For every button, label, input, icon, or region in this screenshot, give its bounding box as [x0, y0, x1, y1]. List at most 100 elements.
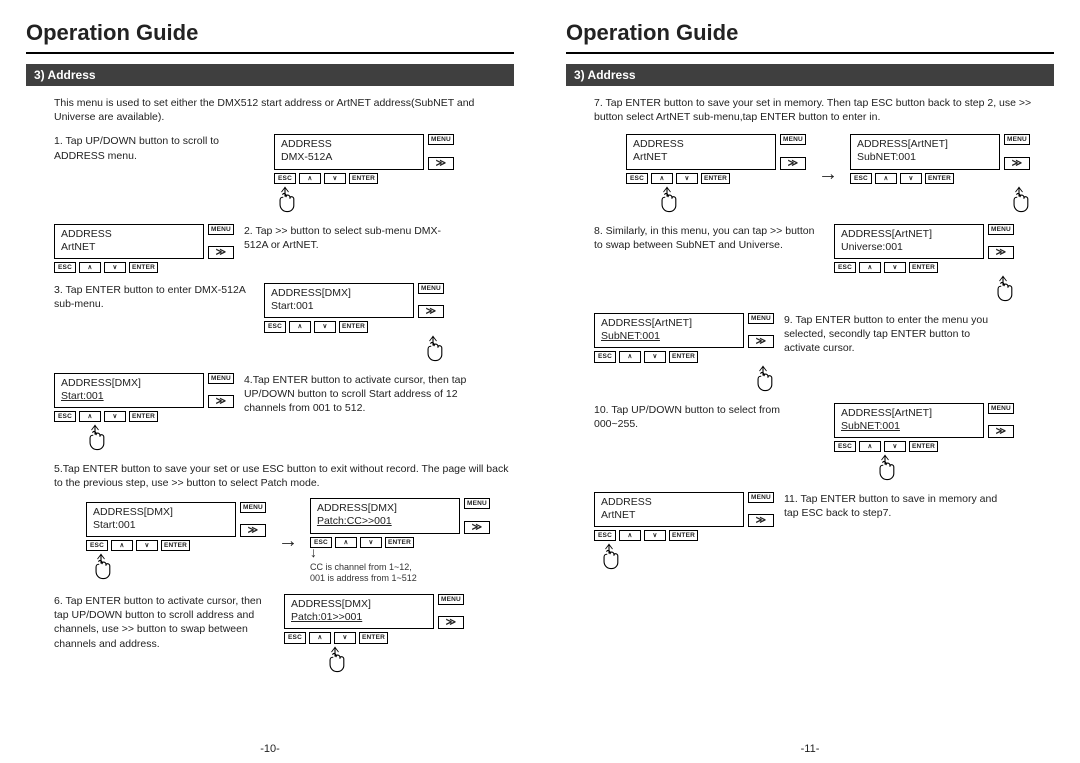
down-button[interactable]: ∨ [644, 530, 666, 541]
forward-button[interactable]: ≫ [1004, 157, 1030, 170]
menu-button[interactable]: MENU [988, 403, 1014, 414]
enter-button[interactable]: ENTER [161, 540, 190, 551]
up-button[interactable]: ∧ [875, 173, 897, 184]
enter-button[interactable]: ENTER [669, 351, 698, 362]
lcd-line-2: Start:001 [93, 519, 229, 532]
forward-button[interactable]: ≫ [464, 521, 490, 534]
forward-button[interactable]: ≫ [748, 514, 774, 527]
esc-button[interactable]: ESC [54, 262, 76, 273]
menu-button[interactable]: MENU [428, 134, 454, 145]
esc-button[interactable]: ESC [274, 173, 296, 184]
up-button[interactable]: ∧ [309, 632, 331, 643]
lcd-line-1: ADDRESS [633, 138, 769, 151]
esc-button[interactable]: ESC [54, 411, 76, 422]
down-button[interactable]: ∨ [104, 262, 126, 273]
menu-button[interactable]: MENU [208, 373, 234, 384]
menu-button[interactable]: MENU [240, 502, 266, 513]
step-5: 5.Tap ENTER button to save your set or u… [54, 462, 514, 490]
lcd-line-2: SubNET:001 [601, 330, 737, 343]
lcd-screen: ADDRESSArtNET [626, 134, 776, 169]
down-button[interactable]: ∨ [676, 173, 698, 184]
esc-button[interactable]: ESC [264, 321, 286, 332]
enter-button[interactable]: ENTER [359, 632, 388, 643]
forward-button[interactable]: ≫ [418, 305, 444, 318]
up-button[interactable]: ∧ [619, 530, 641, 541]
up-button[interactable]: ∧ [289, 321, 311, 332]
down-button[interactable]: ∨ [324, 173, 346, 184]
lcd-dmx-start-2: ADDRESS[DMX]Start:001MENU≫ESC∧∨ENTER [86, 502, 266, 551]
esc-button[interactable]: ESC [626, 173, 648, 184]
forward-button[interactable]: ≫ [240, 524, 266, 537]
lcd-line-1: ADDRESS [281, 138, 417, 151]
lcd-line-2: SubNET:001 [857, 151, 993, 164]
page-number: -10- [0, 743, 540, 755]
esc-button[interactable]: ESC [594, 530, 616, 541]
down-button[interactable]: ∨ [314, 321, 336, 332]
down-button[interactable]: ∨ [644, 351, 666, 362]
esc-button[interactable]: ESC [834, 441, 856, 452]
up-button[interactable]: ∧ [651, 173, 673, 184]
lcd-dmx-patch-cc: ADDRESS[DMX]Patch:CC>>001MENU≫ESC∧∨ENTER [310, 498, 490, 547]
menu-button[interactable]: MENU [988, 224, 1014, 235]
enter-button[interactable]: ENTER [909, 262, 938, 273]
down-button[interactable]: ∨ [884, 262, 906, 273]
enter-button[interactable]: ENTER [925, 173, 954, 184]
enter-button[interactable]: ENTER [129, 262, 158, 273]
enter-button[interactable]: ENTER [349, 173, 378, 184]
esc-button[interactable]: ESC [284, 632, 306, 643]
up-button[interactable]: ∧ [299, 173, 321, 184]
step-9: 9. Tap ENTER button to enter the menu yo… [784, 313, 1004, 356]
up-button[interactable]: ∧ [111, 540, 133, 551]
menu-button[interactable]: MENU [748, 492, 774, 503]
up-button[interactable]: ∧ [859, 262, 881, 273]
menu-button[interactable]: MENU [780, 134, 806, 145]
forward-button[interactable]: ≫ [428, 157, 454, 170]
forward-button[interactable]: ≫ [748, 335, 774, 348]
down-button[interactable]: ∨ [334, 632, 356, 643]
hand-icon [422, 335, 444, 363]
lcd-address-artnet-final: ADDRESSArtNETMENU≫ESC∧∨ENTER [594, 492, 774, 541]
lcd-screen: ADDRESS[DMX]Patch:01>>001 [284, 594, 434, 629]
esc-button[interactable]: ESC [86, 540, 108, 551]
enter-button[interactable]: ENTER [701, 173, 730, 184]
esc-button[interactable]: ESC [850, 173, 872, 184]
down-button[interactable]: ∨ [900, 173, 922, 184]
menu-button[interactable]: MENU [748, 313, 774, 324]
lcd-screen: ADDRESS[ArtNET]SubNET:001 [594, 313, 744, 348]
up-button[interactable]: ∧ [335, 537, 357, 548]
down-button[interactable]: ∨ [884, 441, 906, 452]
forward-button[interactable]: ≫ [208, 395, 234, 408]
menu-button[interactable]: MENU [438, 594, 464, 605]
down-button[interactable]: ∨ [104, 411, 126, 422]
step-5-note: CC is channel from 1~12, 001 is address … [310, 562, 417, 585]
forward-button[interactable]: ≫ [988, 425, 1014, 438]
up-button[interactable]: ∧ [79, 411, 101, 422]
lcd-screen: ADDRESS[DMX]Patch:CC>>001 [310, 498, 460, 533]
down-button[interactable]: ∨ [136, 540, 158, 551]
enter-button[interactable]: ENTER [129, 411, 158, 422]
esc-button[interactable]: ESC [594, 351, 616, 362]
page-title: Operation Guide [566, 20, 1054, 46]
enter-button[interactable]: ENTER [339, 321, 368, 332]
enter-button[interactable]: ENTER [909, 441, 938, 452]
menu-button[interactable]: MENU [464, 498, 490, 509]
forward-button[interactable]: ≫ [208, 246, 234, 259]
up-button[interactable]: ∧ [619, 351, 641, 362]
hand-icon [992, 275, 1014, 303]
menu-button[interactable]: MENU [418, 283, 444, 294]
menu-button[interactable]: MENU [208, 224, 234, 235]
enter-button[interactable]: ENTER [669, 530, 698, 541]
up-button[interactable]: ∧ [859, 441, 881, 452]
hand-icon [324, 646, 346, 674]
forward-button[interactable]: ≫ [780, 157, 806, 170]
menu-button[interactable]: MENU [1004, 134, 1030, 145]
forward-button[interactable]: ≫ [988, 246, 1014, 259]
lcd-line-1: ADDRESS[ArtNET] [841, 407, 977, 420]
intro-text: This menu is used to set either the DMX5… [54, 96, 514, 124]
enter-button[interactable]: ENTER [385, 537, 414, 548]
esc-button[interactable]: ESC [834, 262, 856, 273]
forward-button[interactable]: ≫ [438, 616, 464, 629]
down-button[interactable]: ∨ [360, 537, 382, 548]
lcd-screen: ADDRESS[ArtNET]SubNET:001 [834, 403, 984, 438]
up-button[interactable]: ∧ [79, 262, 101, 273]
